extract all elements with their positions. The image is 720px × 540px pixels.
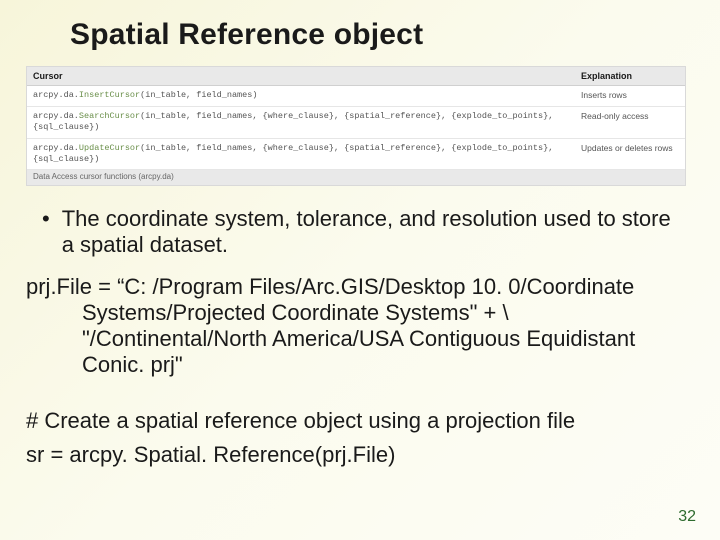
slide-title: Spatial Reference object <box>70 18 694 52</box>
cursor-api-table: Cursor Explanation arcpy.da.InsertCursor… <box>26 66 686 186</box>
cursor-explain: Inserts rows <box>575 86 685 106</box>
table-row: arcpy.da.InsertCursor(in_table, field_na… <box>27 86 685 106</box>
table-header-row: Cursor Explanation <box>27 67 685 86</box>
api-prefix: arcpy.da. <box>33 90 79 100</box>
code-comment: # Create a spatial reference object usin… <box>26 408 694 434</box>
api-prefix: arcpy.da. <box>33 111 79 121</box>
code-line-sr: sr = arcpy. Spatial. Reference(prj.File) <box>26 442 694 468</box>
spacer <box>26 386 694 408</box>
cursor-explain: Read-only access <box>575 106 685 138</box>
bullet-dot: • <box>42 206 50 258</box>
table-caption: Data Access cursor functions (arcpy.da) <box>27 170 685 185</box>
cursor-signature: arcpy.da.UpdateCursor(in_table, field_na… <box>27 138 575 170</box>
table-row: arcpy.da.SearchCursor(in_table, field_na… <box>27 106 685 138</box>
api-sig: (in_table, field_names) <box>140 90 257 100</box>
code-line-prjfile: prj.File = “C: /Program Files/Arc.GIS/De… <box>26 274 694 378</box>
bullet-text: The coordinate system, tolerance, and re… <box>62 206 682 258</box>
cursor-signature: arcpy.da.InsertCursor(in_table, field_na… <box>27 86 575 106</box>
api-table: Cursor Explanation arcpy.da.InsertCursor… <box>27 67 685 170</box>
bullet-item: • The coordinate system, tolerance, and … <box>42 206 694 258</box>
api-class-name: UpdateCursor <box>79 143 140 153</box>
col-header-explanation: Explanation <box>575 67 685 86</box>
slide: Spatial Reference object Cursor Explanat… <box>0 0 720 540</box>
col-header-cursor: Cursor <box>27 67 575 86</box>
page-number: 32 <box>678 508 696 526</box>
cursor-signature: arcpy.da.SearchCursor(in_table, field_na… <box>27 106 575 138</box>
slide-body: • The coordinate system, tolerance, and … <box>26 206 694 468</box>
api-prefix: arcpy.da. <box>33 143 79 153</box>
api-class-name: InsertCursor <box>79 90 140 100</box>
cursor-explain: Updates or deletes rows <box>575 138 685 170</box>
table-row: arcpy.da.UpdateCursor(in_table, field_na… <box>27 138 685 170</box>
api-class-name: SearchCursor <box>79 111 140 121</box>
